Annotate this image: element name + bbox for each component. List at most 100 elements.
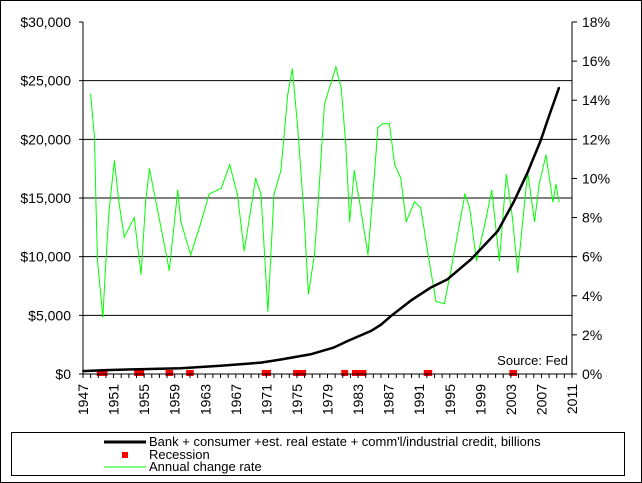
left-axis-tick-label: $10,000: [20, 249, 71, 265]
recession-marker: [96, 370, 108, 376]
change-rate-point: [145, 201, 147, 203]
credit-point: [548, 114, 551, 117]
credit-point: [496, 229, 499, 232]
change-rate-point: [475, 259, 478, 262]
change-rate-point: [118, 201, 120, 203]
change-rate-point: [287, 93, 289, 95]
x-axis-tick-label: 1947: [75, 384, 91, 415]
left-axis-tick-label: $25,000: [20, 73, 71, 89]
legend-label: Bank + consumer +est. real estate + comm…: [149, 434, 541, 449]
change-rate-point: [260, 193, 262, 195]
change-rate-point: [552, 201, 554, 203]
change-rate-point: [168, 269, 170, 271]
change-rate-point: [105, 259, 107, 262]
change-rate-point: [511, 216, 514, 219]
credit-point: [332, 346, 335, 349]
left-axis-tick-label: $15,000: [20, 190, 71, 206]
change-rate-point: [96, 259, 99, 262]
x-axis-tick-label: 2011: [564, 384, 580, 414]
legend-label: Recession: [149, 447, 210, 462]
change-rate-point: [353, 170, 355, 172]
recession-marker: [293, 370, 307, 376]
change-rate-point: [558, 201, 560, 203]
x-axis-tick-label: 1987: [381, 384, 397, 415]
change-rate-point: [157, 211, 159, 213]
change-rate-point: [90, 93, 92, 95]
change-rate-point: [377, 127, 379, 129]
credit-point: [410, 299, 413, 302]
change-rate-point: [267, 310, 269, 313]
credit-point: [389, 315, 392, 318]
x-axis-tick-label: 1983: [350, 384, 366, 415]
change-rate-point: [524, 201, 526, 203]
x-axis-tick-label: 1995: [442, 384, 458, 415]
right-axis-tick-label: 2%: [582, 327, 602, 343]
legend-square-symbol: [122, 452, 128, 458]
change-rate-point: [108, 211, 110, 213]
change-rate-point: [517, 271, 519, 273]
credit-point: [370, 329, 373, 332]
change-rate-point: [273, 193, 275, 195]
change-rate-point: [220, 187, 222, 189]
recession-marker: [351, 370, 367, 376]
credit-point: [179, 367, 182, 370]
change-rate-point: [291, 68, 293, 70]
change-rate-point: [93, 136, 96, 138]
recession-markers: [96, 370, 517, 376]
right-axis-tick-label: 12%: [582, 131, 610, 147]
recession-marker: [509, 370, 517, 376]
x-axis-tick-label: 2007: [533, 384, 549, 415]
x-axis-tick-label: 1963: [197, 384, 213, 415]
change-rate-point: [491, 189, 493, 191]
change-rate-point: [394, 164, 396, 166]
change-rate-point: [177, 189, 179, 191]
change-rate-point: [208, 193, 210, 195]
change-rate-point: [335, 66, 337, 68]
change-rate-point: [545, 154, 547, 156]
change-rate-point: [102, 316, 104, 318]
right-axis-tick-label: 10%: [582, 170, 610, 186]
change-rate-point: [297, 127, 299, 129]
change-rate-point: [313, 254, 316, 256]
recession-marker: [341, 370, 349, 376]
x-axis-tick-label: 1999: [472, 384, 488, 415]
change-rate-point: [533, 220, 536, 223]
legend: Bank + consumer +est. real estate + comm…: [11, 432, 625, 476]
recession-marker: [186, 370, 194, 376]
credit-point: [558, 86, 561, 89]
change-rate-point: [200, 222, 202, 225]
credit-point: [309, 353, 312, 356]
x-axis-tick-label: 2003: [503, 384, 519, 415]
change-rate-point: [388, 123, 390, 125]
left-axis-tick-label: $0: [55, 366, 71, 382]
x-axis-tick-label: 1979: [320, 384, 336, 415]
recession-marker: [134, 370, 145, 376]
right-axis-tick-label: 6%: [582, 249, 602, 265]
x-axis-tick-label: 1951: [106, 384, 122, 415]
annual-change-rate-line: [90, 65, 560, 318]
change-rate-point: [280, 170, 282, 172]
x-axis-tick-label: 1991: [411, 384, 427, 415]
recession-marker: [423, 370, 433, 376]
change-rate-point: [443, 303, 446, 305]
change-rate-point: [303, 211, 305, 213]
change-rate-point: [420, 207, 422, 209]
change-rate-point: [400, 177, 402, 180]
right-axis-tick-label: 8%: [582, 210, 602, 226]
change-rate-point: [464, 193, 466, 195]
change-rate-point: [405, 220, 407, 223]
credit-line: [82, 87, 561, 373]
credit-point: [446, 278, 449, 281]
change-rate-point: [428, 259, 430, 262]
change-rate-point: [555, 183, 557, 185]
right-axis-tick-label: 0%: [582, 366, 602, 382]
credit-point: [219, 364, 222, 367]
credit-point: [280, 358, 283, 361]
change-rate-point: [95, 203, 97, 205]
change-rate-point: [243, 250, 245, 252]
change-rate-point: [345, 144, 347, 146]
change-rate-point: [255, 177, 257, 180]
change-rate-point: [373, 177, 375, 180]
gridlines: [83, 80, 572, 316]
change-rate-point: [113, 160, 115, 162]
